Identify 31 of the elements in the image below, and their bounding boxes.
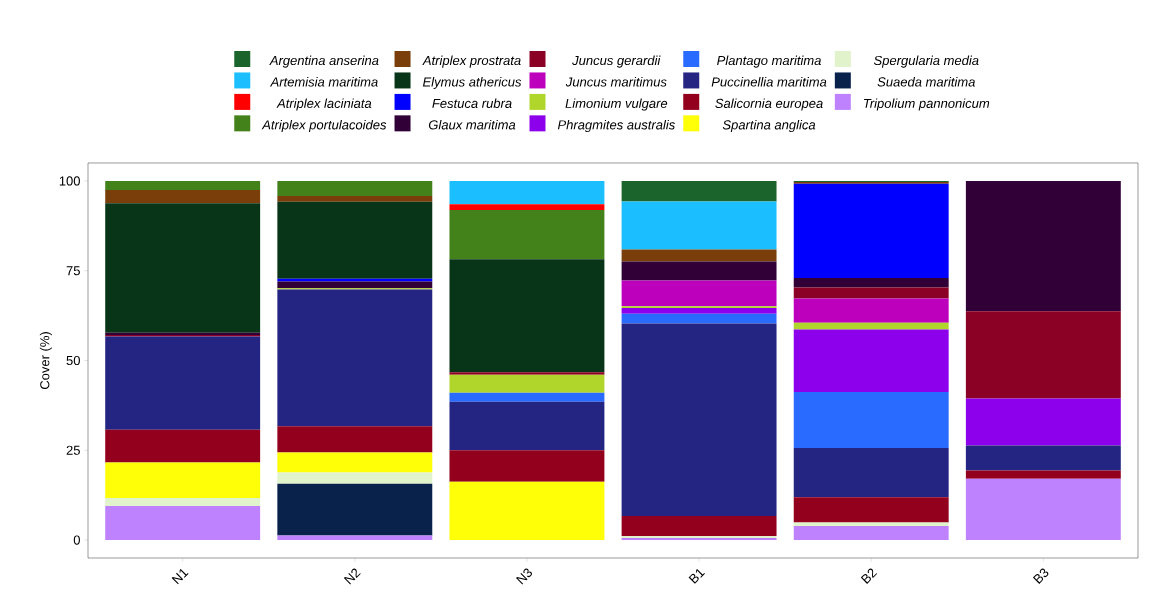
y-tick-label: 100 — [59, 176, 80, 186]
legend-label: Glaux maritima — [428, 119, 516, 130]
legend-label: Phragmites australis — [557, 119, 675, 133]
legend-label: Tripolium pannonicum — [863, 98, 990, 111]
x-tick-label: N2 — [343, 568, 361, 585]
legend-label: Spartina anglica — [722, 119, 816, 133]
x-tick-label: B2 — [860, 568, 878, 584]
legend-label: Atriplex laciniata — [276, 98, 372, 111]
legend-label: Salicornia europea — [715, 98, 823, 111]
legend-label: Plantago maritima — [717, 55, 821, 68]
x-tick-label: N3 — [516, 568, 532, 585]
legend-label: Juncus maritimus — [565, 77, 667, 87]
legend-label: Juncus gerardii — [572, 55, 661, 68]
legend-label: Suaeda maritima — [877, 77, 975, 87]
y-tick-label: 75 — [66, 266, 80, 276]
legend-label: Argentina anserina — [269, 55, 379, 68]
legend-label: Atriplex prostrata — [422, 55, 521, 68]
y-tick-label: 25 — [66, 445, 80, 455]
legend-label: Artemisia maritima — [269, 77, 378, 87]
x-tick-label: B1 — [688, 568, 705, 584]
legend-label: Atriplex portulacoides — [261, 119, 387, 133]
legend-label: Spergularia media — [873, 55, 979, 68]
legend-label: Festuca rubra — [432, 98, 512, 108]
y-axis-title: Cover (%) — [39, 332, 52, 390]
x-tick-label: N1 — [171, 568, 189, 585]
y-tick-label: 0 — [73, 535, 80, 545]
y-tick-label: 50 — [66, 355, 80, 366]
legend-label: Limonium vulgare — [565, 98, 668, 111]
legend-label: Elymus athericus — [422, 77, 522, 90]
legend-label: Puccinellia maritima — [711, 77, 827, 87]
x-tick-label: B3 — [1032, 568, 1049, 584]
